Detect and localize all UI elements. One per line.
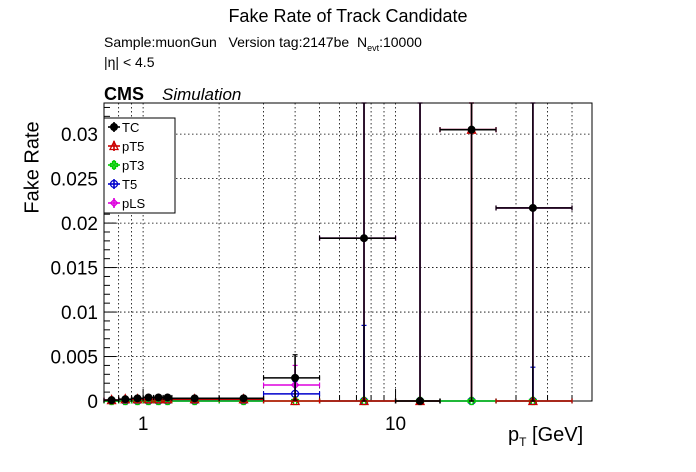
- legend-label: T5: [122, 177, 137, 192]
- legend: TC pT5 pT3 T5 pLS: [103, 117, 176, 214]
- y-tick-label: 0.005: [50, 348, 98, 369]
- version-tag: Version tag:2147be: [228, 34, 350, 50]
- data-point: [154, 393, 163, 402]
- legend-label: TC: [122, 120, 139, 135]
- legend-marker: [108, 140, 120, 151]
- y-tick-label: 0.015: [50, 259, 98, 280]
- nevt-value: :10000: [379, 34, 422, 50]
- simulation-label: Simulation: [162, 85, 242, 104]
- x-tick-label: 10: [385, 414, 406, 435]
- nevt-subscript: evt: [367, 42, 380, 53]
- data-point: [528, 203, 537, 212]
- legend-marker: [110, 123, 118, 131]
- legend-marker: [109, 160, 119, 170]
- sample-info: Sample:muonGun Version tag:2147be Nevt:1…: [104, 34, 422, 53]
- legend-item-pls: pLS: [108, 196, 145, 211]
- legend-item-pt5: pT5: [108, 139, 144, 154]
- data-point: [416, 397, 425, 405]
- data-point: [190, 394, 199, 403]
- legend-item-pt3: pT3: [108, 158, 144, 173]
- x-tick-label: 1: [138, 414, 149, 435]
- x-axis-label-unit: [GeV]: [526, 424, 584, 446]
- x-axis-label-sub: T: [519, 435, 527, 449]
- data-point: [107, 396, 116, 405]
- y-tick-label: 0.01: [61, 303, 98, 324]
- nevt-label: N: [356, 34, 368, 50]
- data-point: [291, 373, 300, 382]
- data-point: [121, 395, 130, 404]
- legend-label: pLS: [122, 196, 145, 211]
- data-point: [133, 394, 142, 403]
- legend-label: pT3: [122, 158, 144, 173]
- data-point: [467, 396, 476, 406]
- data-point: [144, 393, 153, 402]
- legend-label: pT5: [122, 139, 144, 154]
- legend-marker: [109, 179, 119, 189]
- legend-item-t5: T5: [108, 177, 137, 192]
- chart-title: Fake Rate of Track Candidate: [228, 6, 468, 26]
- legend-marker: [109, 198, 119, 208]
- y-tick-label: 0.025: [50, 170, 98, 191]
- x-axis-label: pT [GeV]: [508, 424, 583, 449]
- data-point: [239, 394, 248, 403]
- series-tc: [103, 102, 573, 405]
- cms-label: CMS: [104, 84, 144, 104]
- sample-name: Sample:muonGun: [104, 34, 217, 50]
- data-point: [163, 393, 172, 402]
- y-tick-label: 0.02: [61, 214, 98, 235]
- eta-cut: |η| < 4.5: [104, 54, 155, 70]
- grid-lines: [104, 103, 592, 402]
- y-tick-label: 0.03: [61, 125, 98, 146]
- x-axis-label-main: p: [508, 424, 520, 446]
- series-t5: [103, 324, 573, 406]
- legend-item-tc: TC: [108, 120, 139, 135]
- y-axis-label: Fake Rate: [21, 121, 44, 214]
- y-tick-label: 0: [87, 392, 98, 413]
- data-point: [360, 234, 369, 243]
- data-point: [467, 125, 476, 134]
